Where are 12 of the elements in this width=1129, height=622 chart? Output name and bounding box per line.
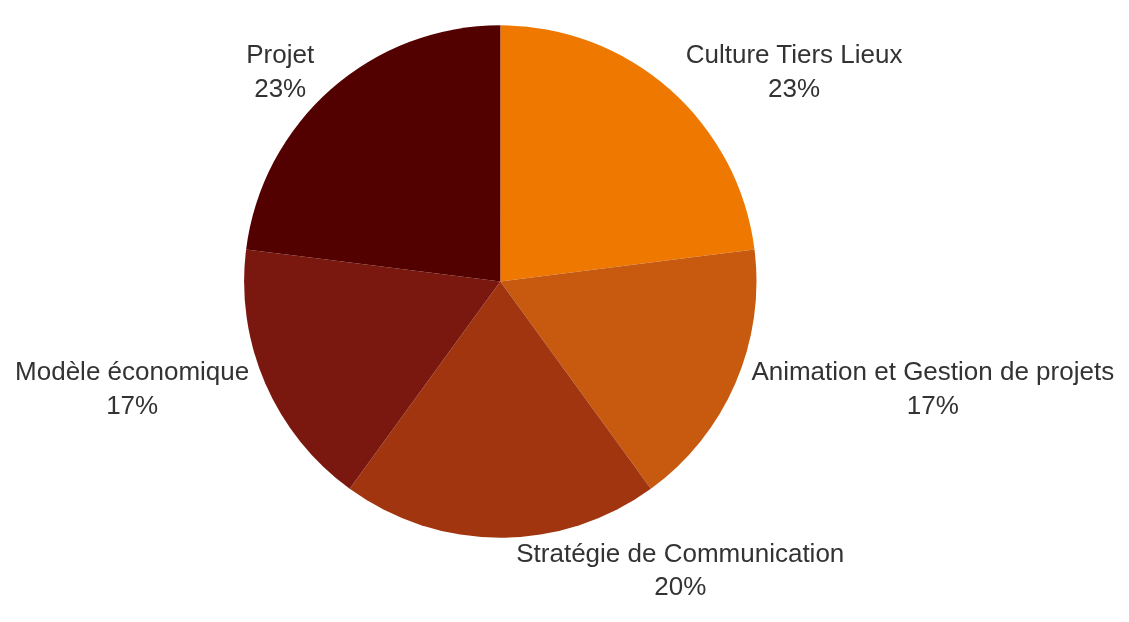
pie-slice xyxy=(246,25,501,282)
data-label: 17% xyxy=(906,390,959,421)
slice-label: Animation et Gestion de projets xyxy=(751,356,1115,387)
pie-slice xyxy=(349,281,651,538)
data-label: 20% xyxy=(654,571,707,602)
slice-label: Modèle économique xyxy=(15,356,250,387)
slice-label: Stratégie de Communication xyxy=(516,537,845,568)
data-label: 17% xyxy=(106,390,159,421)
data-label: 23% xyxy=(254,73,307,104)
slice-label: Projet xyxy=(246,39,315,70)
data-label: 23% xyxy=(768,73,821,104)
slice-label: Culture Tiers Lieux xyxy=(685,39,903,70)
